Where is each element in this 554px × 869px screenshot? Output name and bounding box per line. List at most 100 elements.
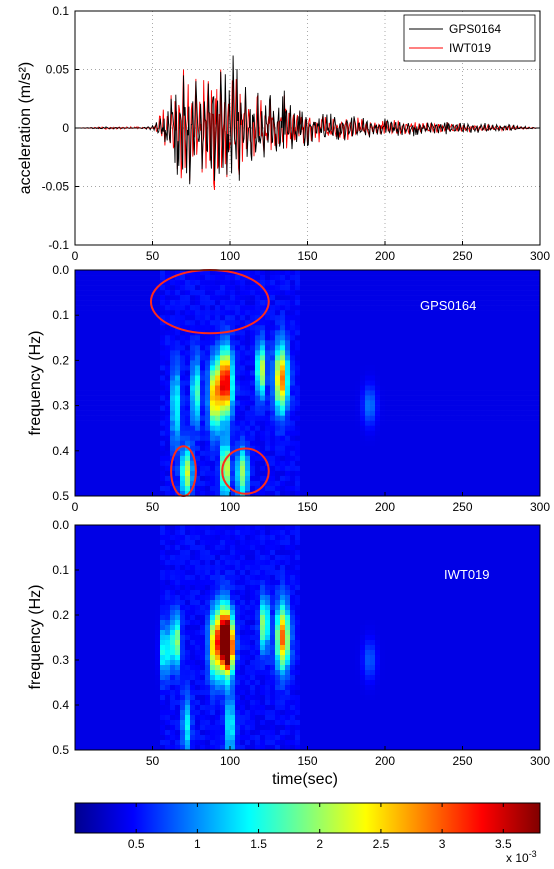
spectrogram-cell [255,350,261,356]
spectrogram-cell [320,460,326,467]
spectrogram-cell [330,275,336,281]
spectrogram-cell [295,345,301,351]
spectrogram-cell [130,535,136,541]
spectrogram-cell [225,295,231,301]
spectrogram-cell [270,475,276,482]
spectrogram-cell [285,415,291,421]
spectrogram-cell [145,270,151,276]
spectrogram-cell [455,440,461,447]
spectrogram-cell [220,350,226,356]
spectrogram-cell [75,345,81,351]
spectrogram-cell [290,345,296,351]
spectrogram-cell [410,395,416,401]
spectrogram-cell [80,470,86,477]
spectrogram-cell [310,530,316,536]
spectrogram-cell [375,330,381,336]
spectrogram-cell [385,450,391,457]
spectrogram-cell [125,550,131,556]
spectrogram-cell [460,320,466,326]
spectrogram-cell [75,430,81,437]
spectrogram-cell [80,285,86,291]
spectrogram-cell [250,460,256,467]
spectrogram-cell [80,340,86,346]
spectrogram-cell [345,330,351,336]
spectrogram-cell [520,365,526,371]
spectrogram-cell [75,330,81,336]
spectrogram-cell [155,540,161,546]
spectrogram-cell [345,550,351,556]
spectrogram-cell [510,275,516,281]
spectrogram-cell [390,525,396,531]
spectrogram-cell [390,400,396,406]
spectrogram-cell [425,490,431,497]
spectrogram-cell [315,310,321,316]
spectrogram-cell [480,480,486,487]
spectrogram-cell [370,435,376,442]
spectrogram-cell [370,555,376,561]
spectrogram-cell [230,530,236,536]
spectrogram-cell [110,330,116,336]
spectrogram-cell [415,330,421,336]
spectrogram-cell [510,320,516,326]
spectrogram-cell [400,305,406,311]
spectrogram-cell [425,525,431,531]
spectrogram-cell [435,450,441,457]
spectrogram-cell [280,410,286,416]
spectrogram-cell [220,550,226,556]
spectrogram-cell [220,430,226,437]
spectrogram-cell [250,335,256,341]
spectrogram-cell [380,370,386,376]
spectrogram-cell [530,450,536,457]
spectrogram-cell [215,435,221,442]
spectrogram-cell [315,490,321,497]
spectrogram-cell [125,365,131,371]
spectrogram-cell [350,350,356,356]
spectrogram-cell [285,310,291,316]
spectrogram-cell [400,450,406,457]
spectrogram-cell [430,355,436,361]
spectrogram-cell [505,335,511,341]
spectrogram-cell [200,470,206,477]
spectrogram-cell [170,445,176,452]
spectrogram-cell [140,525,146,531]
spectrogram-cell [250,400,256,406]
spectrogram-cell [350,435,356,442]
spectrogram-cell [180,540,186,546]
spectrogram-cell [310,550,316,556]
spectrogram-cell [85,440,91,447]
spectrogram-cell [180,415,186,421]
spectrogram-cell [460,390,466,396]
spectrogram-cell [350,535,356,541]
spectrogram-cell [240,385,246,391]
spectrogram-cell [250,430,256,437]
spectrogram-cell [175,380,181,386]
spectrogram-cell [265,395,271,401]
spectrogram-cell [500,325,506,331]
spectrogram-cell [325,545,331,551]
spectrogram-cell [290,480,296,487]
spectrogram-cell [135,380,141,386]
spectrogram-cell [80,335,86,341]
spectrogram-cell [100,425,106,432]
spectrogram-cell [185,485,191,492]
spectrogram-cell [355,315,361,321]
spectrogram-cell [75,435,81,442]
spectrogram-cell [370,460,376,467]
spectrogram-cell [355,445,361,452]
spectrogram-cell [220,540,226,546]
spectrogram-cell [260,430,266,437]
spectrogram-cell [160,540,166,546]
spectrogram-cell [330,305,336,311]
spectrogram-cell [160,535,166,541]
spectrogram-cell [355,440,361,447]
spectrogram-cell [475,415,481,421]
spectrogram-cell [90,370,96,376]
spectrogram-cell [205,325,211,331]
spectrogram-cell [395,300,401,306]
spectrogram-cell [410,300,416,306]
spectrogram-cell [530,325,536,331]
spectrogram-cell [85,330,91,336]
spectrogram-cell [470,395,476,401]
spectrogram-cell [400,405,406,411]
spectrogram-cell [280,375,286,381]
